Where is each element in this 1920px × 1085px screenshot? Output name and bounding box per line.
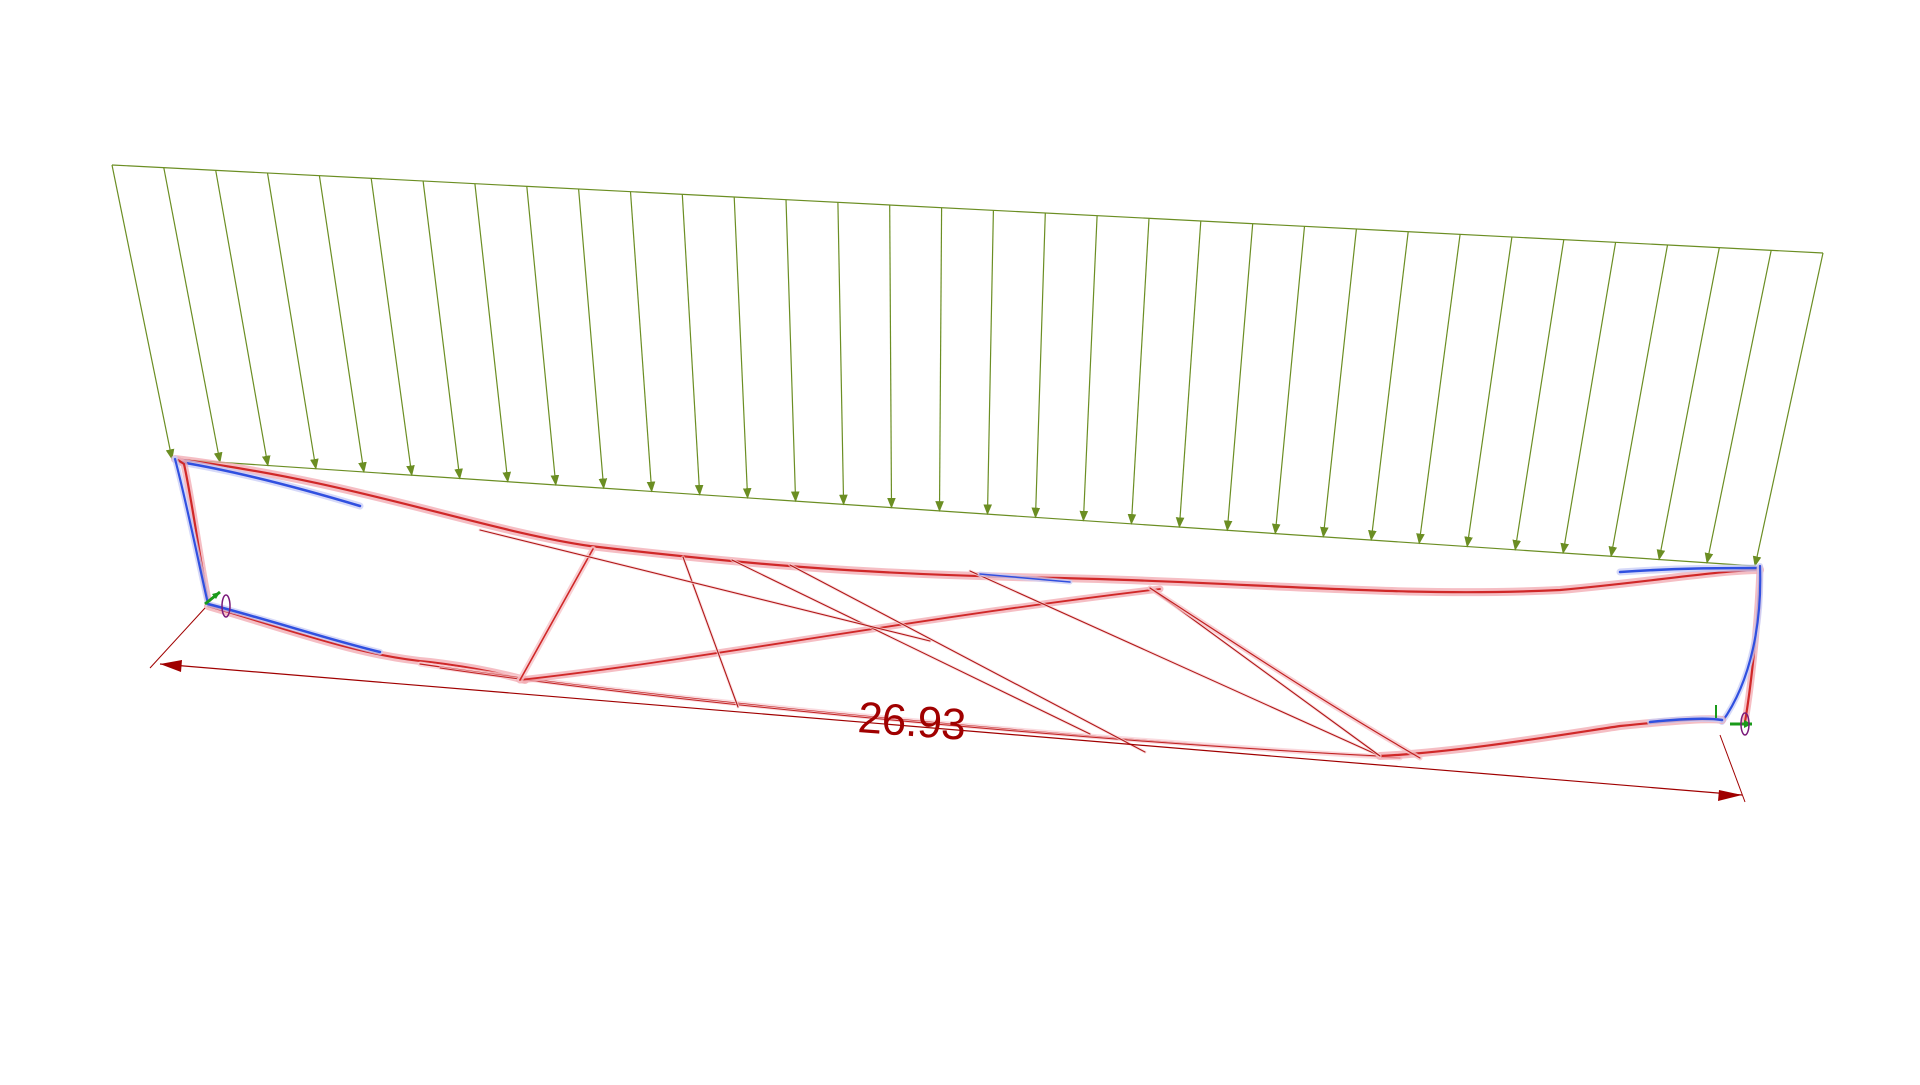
load-arrow-icon bbox=[1320, 228, 1357, 538]
load-arrow-icon bbox=[629, 191, 656, 493]
load-arrow-icon bbox=[111, 164, 175, 461]
truss-member-band bbox=[171, 455, 1764, 597]
load-arrow-icon bbox=[474, 183, 512, 483]
truss-member bbox=[789, 564, 1146, 753]
truss-member bbox=[969, 570, 1381, 757]
load-outline bbox=[111, 164, 1824, 254]
load-arrow-icon bbox=[1223, 223, 1254, 532]
load-arrow-icon bbox=[1175, 220, 1202, 529]
truss-member bbox=[1149, 587, 1421, 759]
load-arrow-icon bbox=[1079, 215, 1098, 522]
load-arrow-icon bbox=[837, 202, 848, 506]
support-right-icon bbox=[1715, 705, 1752, 736]
load-arrow-icon bbox=[1271, 226, 1306, 535]
truss-member bbox=[479, 529, 931, 642]
load-arrow-icon bbox=[1608, 244, 1669, 558]
truss-member bbox=[731, 559, 1091, 735]
load-arrow-icon bbox=[785, 199, 800, 503]
load-arrow-icon bbox=[681, 194, 704, 496]
load-arrow-icon bbox=[163, 167, 223, 464]
load-arrow-icon bbox=[1656, 247, 1720, 561]
load-arrow-icon bbox=[887, 204, 896, 509]
truss-member bbox=[1618, 566, 1760, 574]
load-arrow-icon bbox=[1127, 218, 1150, 525]
load-arrow-icon bbox=[370, 178, 415, 477]
truss-member bbox=[682, 556, 739, 708]
support-left-icon bbox=[204, 590, 231, 618]
truss-member bbox=[206, 602, 382, 654]
truss-member bbox=[1149, 587, 1381, 757]
load-arrow-icon bbox=[1704, 250, 1772, 564]
load-arrow-icon bbox=[318, 175, 367, 474]
distributed-load bbox=[111, 164, 1824, 568]
load-arrow-icon bbox=[733, 196, 752, 499]
load-arrow-icon bbox=[1512, 239, 1565, 551]
truss-member bbox=[1720, 564, 1762, 724]
truss-member-band bbox=[1147, 585, 1423, 761]
load-arrow-icon bbox=[1368, 231, 1409, 542]
load-arrow-icon bbox=[935, 207, 944, 512]
load-arrows bbox=[111, 164, 1824, 568]
load-arrow-icon bbox=[1464, 236, 1513, 548]
truss-member bbox=[1648, 717, 1724, 724]
truss-member bbox=[439, 667, 1381, 757]
load-arrow-icon bbox=[266, 172, 319, 470]
load-arrow-icon bbox=[1752, 252, 1824, 568]
load-arrow-icon bbox=[983, 210, 994, 516]
truss-members bbox=[171, 455, 1764, 761]
load-arrow-icon bbox=[526, 186, 560, 486]
dimension-arrowhead-icon bbox=[160, 660, 182, 672]
load-arrow-icon bbox=[1416, 234, 1461, 545]
dimension-value: 26.93 bbox=[856, 693, 968, 750]
dimension-arrowhead-icon bbox=[1718, 790, 1742, 801]
load-arrow-icon bbox=[1560, 242, 1617, 555]
truss-member bbox=[979, 573, 1071, 583]
truss-member bbox=[519, 588, 1161, 681]
load-arrow-icon bbox=[215, 170, 271, 467]
load-arrow-icon bbox=[1031, 212, 1046, 519]
truss-member bbox=[173, 457, 210, 606]
load-arrow-icon bbox=[578, 188, 608, 490]
load-arrow-icon bbox=[422, 180, 463, 480]
truss-member bbox=[173, 457, 362, 508]
truss-member bbox=[519, 548, 594, 681]
load-base-line bbox=[171, 458, 1756, 567]
dimension-line bbox=[149, 607, 1746, 803]
